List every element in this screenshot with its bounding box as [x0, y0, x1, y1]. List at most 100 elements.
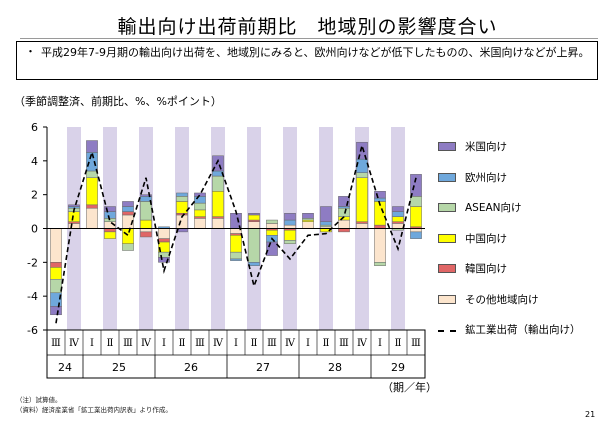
- bar-segment: [122, 201, 134, 207]
- bar-segment: [248, 221, 260, 229]
- bar-segment: [230, 251, 242, 260]
- legend-label: 米国向け: [465, 141, 507, 153]
- bar-segment: [50, 279, 62, 294]
- legend-swatch: [438, 294, 456, 304]
- bar-segment: [194, 196, 206, 204]
- bar-segment: [338, 196, 350, 207]
- legend-swatch: [438, 233, 456, 243]
- bar-segment: [68, 204, 80, 207]
- x-tick-label-quarter: Ⅱ: [395, 338, 402, 349]
- bar-segment: [86, 177, 98, 206]
- bar-segment: [158, 228, 170, 239]
- bar-segment: [374, 228, 386, 263]
- summary-bullet: ・: [25, 45, 36, 58]
- bar-segment: [302, 218, 314, 221]
- x-tick-label-quarter: Ⅱ: [323, 338, 330, 349]
- bar-segment: [248, 219, 260, 222]
- bar-segment: [158, 257, 170, 263]
- bar-segment: [320, 224, 332, 228]
- x-tick-label-quarter: Ⅳ: [69, 338, 80, 349]
- bar-segment: [86, 140, 98, 153]
- bar-segment: [104, 231, 116, 239]
- legend-label: 欧州向け: [465, 171, 507, 184]
- bar-segment: [230, 235, 242, 253]
- bar-segment: [302, 219, 314, 222]
- bar-segment: [302, 221, 314, 229]
- bar-segment: [230, 258, 242, 261]
- unit-note: （季節調整済、前期比、%、%ポイント）: [14, 95, 222, 108]
- y-tick-label: -4: [27, 290, 38, 303]
- bar-segment: [212, 191, 224, 217]
- x-tick-label-quarter: Ⅱ: [179, 338, 186, 349]
- bar-segment: [176, 192, 188, 197]
- bar-segment: [284, 219, 296, 226]
- page-title: 輸出向け出荷前期比 地域別の影響度合い: [117, 16, 498, 38]
- line-series-mining-shipments: [55, 142, 417, 324]
- x-tick-label-quarter: Ⅲ: [339, 338, 349, 349]
- bar-segment: [356, 172, 368, 179]
- footnote-estimate: （注）試算値。: [16, 396, 62, 404]
- x-tick-label-quarter: Ⅰ: [234, 338, 238, 349]
- y-tick-label: -6: [27, 324, 38, 337]
- legend-label: 中国向け: [465, 232, 507, 245]
- bar-segment: [104, 211, 116, 219]
- legend-label: 鉱工業出荷（輸出向け）: [465, 324, 581, 336]
- summary-box: ・ 平成29年7-9月期の輸出向け出荷を、地域別にみると、欧州向けなどが低下した…: [16, 41, 598, 80]
- bar-segment: [122, 211, 134, 216]
- bar-segment: [356, 221, 368, 224]
- legend-swatch: [438, 264, 456, 273]
- x-tick-label-quarter: Ⅲ: [411, 338, 421, 349]
- y-tick-label: 0: [31, 223, 38, 236]
- bar-segment: [410, 174, 422, 197]
- x-tick-label-quarter: Ⅳ: [213, 338, 224, 349]
- bar-segment: [320, 206, 332, 222]
- bar-segment: [140, 201, 152, 221]
- bar-segment: [194, 202, 206, 211]
- bar-segment: [392, 206, 404, 212]
- bar-segment: [140, 194, 152, 197]
- legend-swatch: [438, 142, 456, 151]
- title-underline: [20, 38, 598, 39]
- footnote-source: （資料）経済産業省「鉱工業出荷内訳表」より作成。: [16, 406, 172, 414]
- bar-segment: [392, 223, 404, 229]
- x-tick-label-quarter: Ⅲ: [267, 338, 277, 349]
- bar-segment: [338, 219, 350, 229]
- summary-text: 平成29年7-9月期の輸出向け出荷を、地域別にみると、欧州向けなどが低下したもの…: [41, 46, 590, 59]
- legend-label: 韓国向け: [465, 263, 507, 275]
- bar-segment: [68, 223, 80, 229]
- bar-segment: [176, 201, 188, 214]
- bar-segment: [212, 175, 224, 192]
- bar-segment: [374, 224, 386, 229]
- x-tick-label-year: 27: [256, 361, 270, 374]
- bar-segment: [122, 228, 134, 244]
- x-tick-label-quarter: Ⅰ: [162, 338, 166, 349]
- y-tick-label: 2: [31, 189, 38, 202]
- bar-segment: [194, 216, 206, 219]
- bar-segment: [86, 204, 98, 209]
- x-tick-label-quarter: Ⅲ: [123, 338, 133, 349]
- x-tick-label-quarter: Ⅲ: [51, 338, 61, 349]
- bar-segment: [104, 206, 116, 212]
- bar-segment: [158, 238, 170, 243]
- bar-segment: [50, 228, 62, 263]
- bar-segment: [338, 206, 350, 209]
- y-tick-label: -2: [27, 256, 38, 269]
- bar-segment: [86, 170, 98, 179]
- bar-segment: [392, 211, 404, 217]
- page-number: 21: [585, 410, 596, 419]
- bar-segment: [212, 216, 224, 219]
- bar-segment: [194, 209, 206, 217]
- bar-segment: [194, 218, 206, 229]
- bar-segment: [140, 231, 152, 238]
- bar-segment: [356, 141, 368, 160]
- bar-segment: [248, 214, 260, 221]
- bar-segment: [356, 223, 368, 229]
- x-axis-unit-label: （期／年）: [382, 381, 437, 394]
- bar-segment: [140, 228, 152, 233]
- legend-swatch: [438, 203, 456, 212]
- bar-segment: [266, 223, 278, 229]
- bar-segment: [194, 192, 206, 197]
- bar-segment: [122, 243, 134, 251]
- bar-segment: [248, 213, 260, 216]
